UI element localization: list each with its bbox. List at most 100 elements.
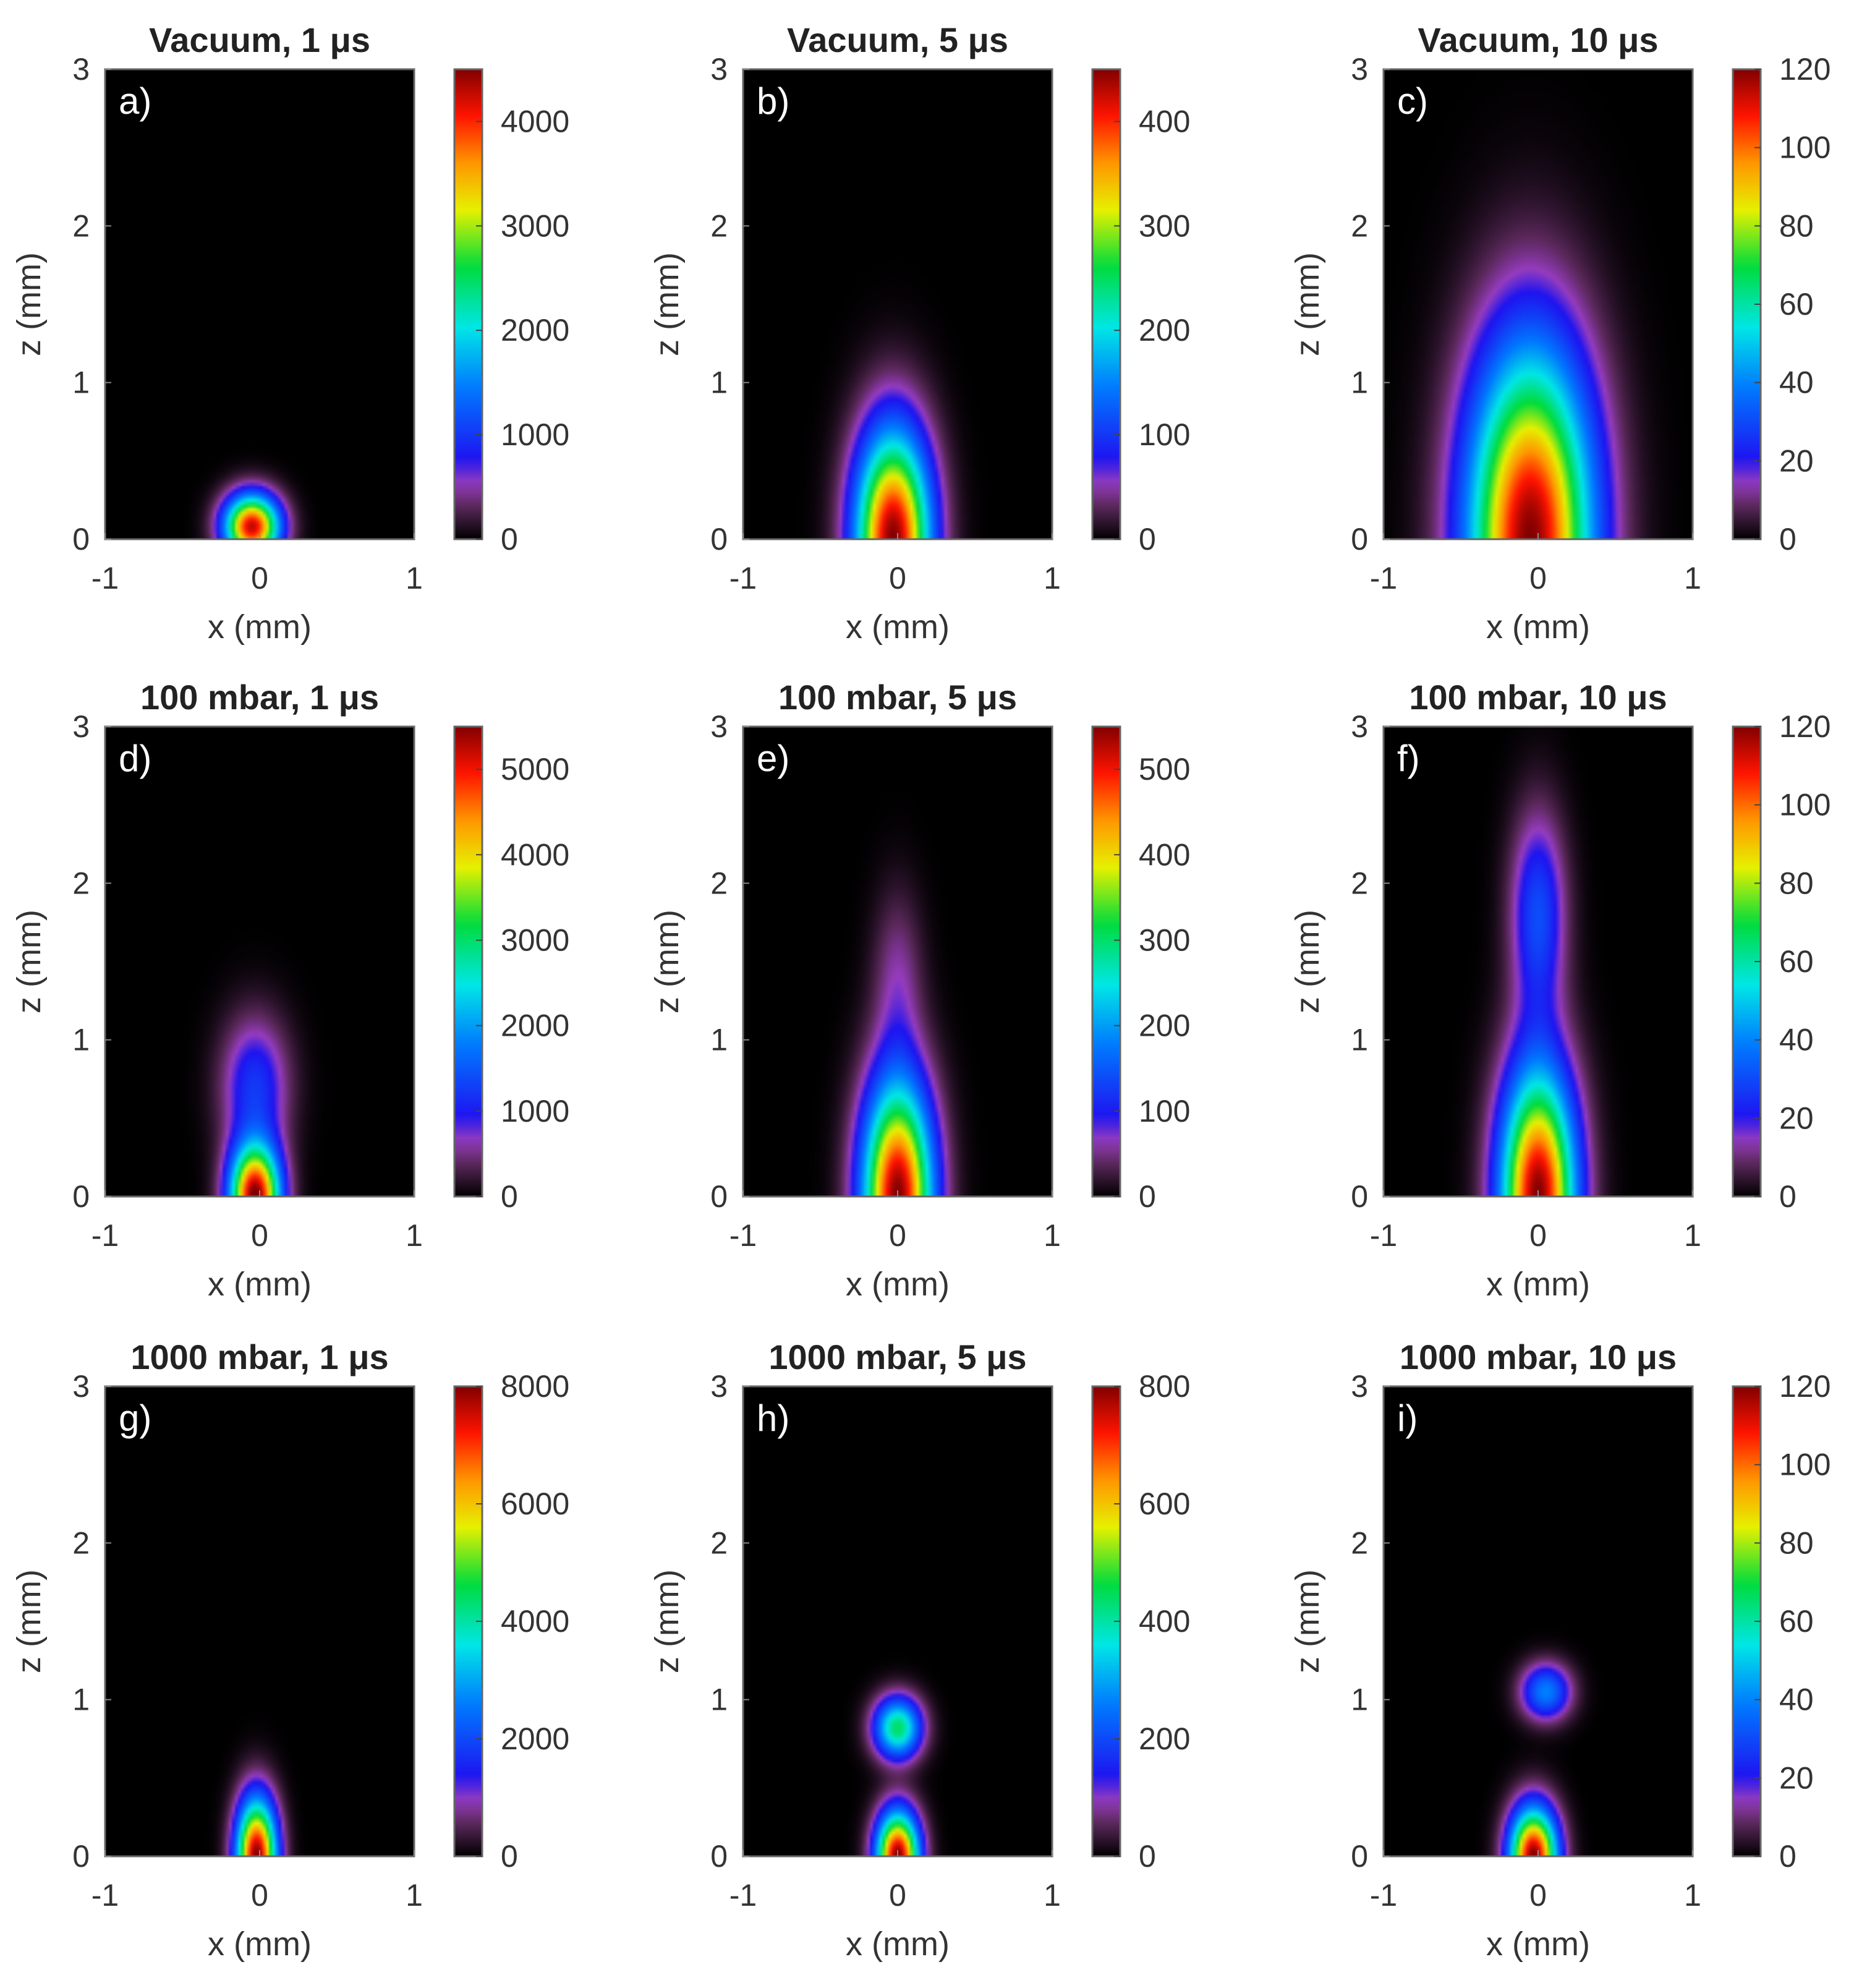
x-tick-label: 0: [889, 561, 906, 595]
x-axis-label: x (mm): [1486, 1266, 1590, 1303]
y-axis-label: z (mm): [648, 252, 686, 356]
colorbar-tick-label: 1000: [501, 417, 569, 452]
colorbar-tick-label: 0: [1779, 522, 1797, 557]
colorbar-tick-label: 20: [1779, 1760, 1814, 1795]
panel-title: 1000 mbar, 5 μs: [768, 1337, 1026, 1376]
panel-label: c): [1397, 80, 1428, 122]
colorbar-tick-label: 80: [1779, 208, 1814, 243]
x-tick-label: -1: [1370, 1878, 1397, 1913]
heatmap-image: [1384, 727, 1693, 1197]
colorbar-tick-label: 0: [501, 1179, 518, 1214]
y-tick-label: 1: [72, 1023, 90, 1057]
colorbar-tick-label: 60: [1779, 944, 1814, 979]
panel-title: Vacuum, 5 μs: [787, 20, 1008, 59]
x-tick-label: 1: [406, 1218, 423, 1253]
x-tick-label: 0: [889, 1878, 906, 1913]
heatmap-image: [105, 727, 414, 1197]
colorbar-tick-label: 120: [1779, 52, 1831, 87]
panel-title: 100 mbar, 10 μs: [1409, 678, 1667, 717]
heatmap-image: [105, 69, 414, 539]
y-tick-label: 3: [72, 1369, 90, 1404]
y-tick-label: 1: [710, 1683, 728, 1717]
colorbar-tick-label: 400: [1139, 1604, 1190, 1639]
x-tick-label: -1: [91, 1878, 119, 1913]
colorbar-tick-label: 40: [1779, 1683, 1814, 1717]
colorbar-tick-label: 0: [1139, 1179, 1156, 1214]
x-tick-label: -1: [1370, 1218, 1397, 1253]
x-tick-label: 0: [251, 1878, 268, 1913]
colorbar: [453, 725, 483, 1198]
y-tick-label: 0: [72, 1179, 90, 1214]
y-tick-label: 0: [710, 522, 728, 557]
x-axis-label: x (mm): [208, 608, 312, 646]
y-tick-label: 2: [710, 208, 728, 243]
x-tick-label: 1: [1044, 1218, 1061, 1253]
y-tick-label: 1: [1351, 365, 1368, 400]
y-tick-label: 0: [72, 522, 90, 557]
colorbar-tick-label: 300: [1139, 923, 1190, 957]
colorbar-tick-label: 40: [1779, 365, 1814, 400]
x-tick-label: -1: [1370, 561, 1397, 595]
colorbar-tick-label: 2000: [501, 1721, 569, 1756]
y-axis-label: z (mm): [11, 252, 48, 356]
y-axis-label: z (mm): [648, 910, 686, 1013]
y-axis-label: z (mm): [648, 1569, 686, 1673]
y-tick-label: 3: [1351, 709, 1368, 744]
x-axis-label: x (mm): [846, 1266, 950, 1303]
y-tick-label: 3: [710, 709, 728, 744]
heatmap-image: [1384, 69, 1693, 539]
x-tick-label: 1: [1684, 1218, 1701, 1253]
colorbar-tick-label: 60: [1779, 1604, 1814, 1639]
colorbar-tick-label: 3000: [501, 923, 569, 957]
y-tick-label: 1: [72, 365, 90, 400]
y-tick-label: 3: [1351, 1369, 1368, 1404]
colorbar-tick-label: 2000: [501, 1009, 569, 1043]
heatmap-image: [105, 1386, 414, 1856]
y-tick-label: 2: [72, 866, 90, 900]
colorbar-tick-label: 8000: [501, 1369, 569, 1404]
panel-title: 100 mbar, 5 μs: [778, 678, 1017, 717]
y-tick-label: 2: [72, 208, 90, 243]
y-tick-label: 1: [72, 1683, 90, 1717]
x-tick-label: 0: [1529, 1218, 1547, 1253]
panel-label: b): [757, 80, 789, 122]
x-tick-label: 0: [251, 561, 268, 595]
x-tick-label: 0: [1529, 1878, 1547, 1913]
y-axis-label: z (mm): [11, 1569, 48, 1673]
x-tick-label: 0: [1529, 561, 1547, 595]
panel-title: Vacuum, 10 μs: [1418, 20, 1658, 59]
y-tick-label: 0: [1351, 1179, 1368, 1214]
x-axis-label: x (mm): [208, 1926, 312, 1963]
colorbar-tick-label: 0: [1139, 522, 1156, 557]
x-tick-label: -1: [729, 1218, 757, 1253]
colorbar-tick-label: 200: [1139, 313, 1190, 348]
colorbar-tick-label: 6000: [501, 1487, 569, 1521]
y-tick-label: 0: [710, 1179, 728, 1214]
colorbar-tick-label: 400: [1139, 837, 1190, 872]
panel-title: 1000 mbar, 1 μs: [130, 1337, 388, 1376]
colorbar: [1091, 725, 1121, 1198]
panel-label: f): [1397, 738, 1420, 779]
y-axis-label: z (mm): [11, 910, 48, 1013]
colorbar-tick-label: 1000: [501, 1094, 569, 1128]
panel-label: h): [757, 1397, 789, 1439]
y-tick-label: 0: [72, 1839, 90, 1874]
y-axis-label: z (mm): [1289, 252, 1326, 356]
panel-title: 100 mbar, 1 μs: [140, 678, 379, 717]
colorbar-tick-label: 200: [1139, 1009, 1190, 1043]
colorbar: [1091, 68, 1121, 540]
colorbar-tick-label: 200: [1139, 1721, 1190, 1756]
colorbar-tick-label: 80: [1779, 866, 1814, 900]
colorbar-tick-label: 300: [1139, 208, 1190, 243]
x-tick-label: 0: [251, 1218, 268, 1253]
y-tick-label: 0: [1351, 1839, 1368, 1874]
colorbar-tick-label: 4000: [501, 104, 569, 139]
colorbar-tick-label: 20: [1779, 443, 1814, 478]
x-tick-label: -1: [729, 561, 757, 595]
y-tick-label: 3: [72, 52, 90, 87]
colorbar-tick-label: 500: [1139, 752, 1190, 787]
